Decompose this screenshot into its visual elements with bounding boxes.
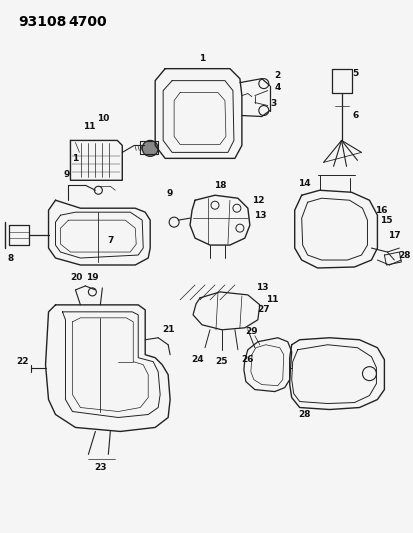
- Text: 4700: 4700: [68, 15, 107, 29]
- Text: 23: 23: [94, 463, 107, 472]
- Text: 5: 5: [351, 69, 358, 78]
- Text: 25: 25: [215, 357, 228, 366]
- Circle shape: [233, 204, 240, 212]
- Text: 3: 3: [270, 99, 276, 108]
- Text: 12: 12: [251, 196, 263, 205]
- Circle shape: [235, 224, 243, 232]
- Text: 1: 1: [72, 154, 78, 163]
- Circle shape: [142, 140, 158, 156]
- Text: 9: 9: [166, 189, 173, 198]
- Circle shape: [88, 288, 96, 296]
- Text: 28: 28: [298, 410, 310, 419]
- Text: 18: 18: [213, 181, 225, 190]
- Text: 13: 13: [255, 284, 268, 293]
- Text: 27: 27: [257, 305, 269, 314]
- Circle shape: [169, 217, 179, 227]
- Text: 29: 29: [245, 327, 258, 336]
- Text: 28: 28: [397, 251, 410, 260]
- Text: 8: 8: [7, 254, 14, 263]
- Text: 22: 22: [17, 357, 29, 366]
- Text: 6: 6: [351, 111, 358, 120]
- Text: 11: 11: [83, 122, 95, 131]
- Text: 21: 21: [161, 325, 174, 334]
- Text: 26: 26: [241, 355, 254, 364]
- Text: 2: 2: [274, 71, 280, 80]
- Text: 24: 24: [191, 355, 204, 364]
- Text: 11: 11: [265, 295, 278, 304]
- Text: 4: 4: [274, 83, 280, 92]
- Text: 7: 7: [107, 236, 113, 245]
- Circle shape: [211, 201, 218, 209]
- Text: 20: 20: [70, 273, 83, 282]
- Circle shape: [258, 106, 268, 116]
- Text: 16: 16: [374, 206, 387, 215]
- Text: 1: 1: [198, 54, 205, 63]
- Circle shape: [94, 186, 102, 194]
- Text: 19: 19: [86, 273, 98, 282]
- Text: 10: 10: [97, 114, 109, 123]
- Text: 14: 14: [298, 179, 310, 188]
- Text: 15: 15: [379, 216, 392, 224]
- Text: 93108: 93108: [19, 15, 67, 29]
- Circle shape: [362, 367, 375, 381]
- Text: 13: 13: [253, 211, 266, 220]
- Text: 17: 17: [387, 231, 400, 240]
- Circle shape: [258, 79, 268, 88]
- Text: 9: 9: [63, 170, 69, 179]
